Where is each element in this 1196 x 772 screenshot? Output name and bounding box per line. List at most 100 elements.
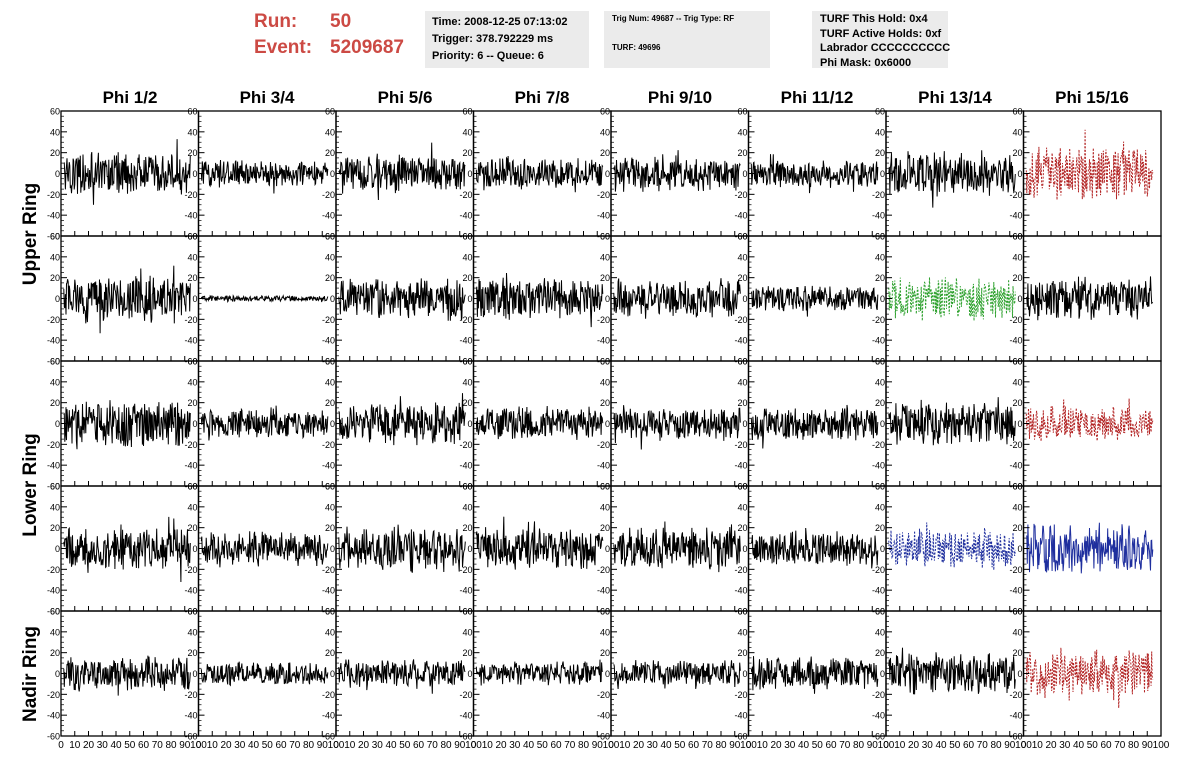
waveform-trace-r2-c3 [338, 278, 466, 321]
y-tick-label: -60 [1009, 732, 1022, 742]
x-tick-label: 100 [328, 740, 345, 751]
x-tick-label: 40 [1073, 740, 1085, 751]
x-tick-label: 80 [165, 740, 177, 751]
column-header-phi-3-4: Phi 3/4 [239, 88, 295, 107]
y-tick-label: -20 [459, 690, 472, 700]
y-tick-label: 20 [50, 148, 60, 158]
y-tick-label: -40 [1009, 461, 1022, 471]
x-tick-label: 30 [509, 740, 521, 751]
x-tick-label: 30 [647, 740, 659, 751]
waveform-trace-r5-c5 [613, 660, 741, 690]
waveform-trace-r2-c4 [475, 272, 604, 328]
waveform-trace-r3-c6 [750, 404, 879, 449]
column-header-phi-15-16: Phi 15/16 [1055, 88, 1129, 107]
y-tick-label: -60 [1009, 607, 1022, 617]
waveform-trace-r3-c3 [338, 393, 466, 446]
y-tick-label: -60 [322, 732, 335, 742]
waveform-trace-r2-c5 [613, 278, 741, 319]
y-tick-label: -20 [459, 565, 472, 575]
x-tick-label: 30 [922, 740, 934, 751]
y-tick-label: 60 [50, 232, 60, 242]
y-tick-label: -40 [184, 336, 197, 346]
y-tick-label: -40 [47, 461, 60, 471]
x-tick-label: 50 [812, 740, 824, 751]
y-tick-label: -20 [184, 690, 197, 700]
y-tick-label: 60 [50, 482, 60, 492]
y-tick-label: 40 [325, 502, 335, 512]
y-tick-label: -40 [47, 336, 60, 346]
y-tick-label: -40 [322, 211, 335, 221]
y-tick-label: -60 [597, 732, 610, 742]
x-tick-label: 80 [990, 740, 1002, 751]
x-tick-label: 40 [110, 740, 122, 751]
y-tick-label: -60 [459, 607, 472, 617]
x-tick-label: 50 [949, 740, 961, 751]
y-tick-label: 20 [600, 273, 610, 283]
y-tick-label: -20 [322, 315, 335, 325]
waveform-trace-r2-c2 [200, 294, 329, 303]
waveform-trace-r3-c4 [475, 405, 604, 440]
y-tick-label: 40 [462, 127, 472, 137]
y-tick-label: 0 [880, 419, 885, 429]
y-tick-label: 60 [462, 607, 472, 617]
y-tick-label: 20 [875, 398, 885, 408]
x-tick-label: 80 [440, 740, 452, 751]
x-tick-label: 40 [935, 740, 947, 751]
y-tick-label: 20 [50, 398, 60, 408]
y-tick-label: 20 [462, 398, 472, 408]
waveform-trace-r3-c5 [613, 405, 741, 450]
waveform-trace-r4-c2 [200, 531, 329, 568]
x-tick-label: 20 [83, 740, 95, 751]
y-tick-label: -20 [734, 190, 747, 200]
y-tick-label: -20 [1009, 565, 1022, 575]
y-tick-label: -20 [597, 440, 610, 450]
y-tick-label: 40 [325, 127, 335, 137]
y-tick-label: -60 [322, 357, 335, 367]
y-tick-label: -20 [322, 690, 335, 700]
y-tick-label: -20 [47, 440, 60, 450]
y-tick-label: -20 [184, 315, 197, 325]
y-tick-label: 40 [737, 627, 747, 637]
x-tick-label: 40 [385, 740, 397, 751]
y-tick-label: 60 [600, 232, 610, 242]
x-tick-label: 60 [550, 740, 562, 751]
y-tick-label: 40 [462, 627, 472, 637]
x-tick-label: 80 [853, 740, 865, 751]
y-tick-label: -40 [459, 586, 472, 596]
y-tick-label: 60 [462, 107, 472, 117]
y-tick-label: 0 [1017, 294, 1022, 304]
y-tick-label: 0 [55, 669, 60, 679]
y-tick-label: -40 [1009, 336, 1022, 346]
y-tick-label: 40 [875, 127, 885, 137]
y-tick-label: 0 [55, 419, 60, 429]
y-tick-label: -40 [47, 711, 60, 721]
y-tick-label: 40 [50, 502, 60, 512]
y-tick-label: -20 [597, 690, 610, 700]
waveform-trace-r3-c2 [200, 405, 329, 441]
x-tick-label: 90 [1004, 740, 1016, 751]
priority-text: Priority: 6 -- Queue: 6 [432, 50, 544, 62]
x-tick-label: 80 [715, 740, 727, 751]
turf-hold-text: TURF This Hold: 0x4 [820, 13, 928, 25]
y-tick-label: -40 [1009, 586, 1022, 596]
y-tick-label: 40 [50, 127, 60, 137]
y-tick-label: 20 [875, 273, 885, 283]
y-tick-label: -60 [47, 232, 60, 242]
y-tick-label: 0 [605, 669, 610, 679]
run-event-box: Run: 50 Event: 5209687 [254, 9, 404, 61]
x-tick-label: 70 [152, 740, 164, 751]
y-tick-label: -40 [322, 711, 335, 721]
waveform-trace-r1-c4 [475, 155, 604, 193]
trigger-text: Trigger: 378.792229 ms [432, 33, 554, 45]
y-tick-label: 20 [187, 523, 197, 533]
y-tick-label: 20 [325, 523, 335, 533]
y-tick-label: -40 [459, 461, 472, 471]
y-tick-label: -60 [734, 357, 747, 367]
y-tick-label: 20 [1012, 648, 1022, 658]
y-tick-label: 40 [462, 377, 472, 387]
x-tick-label: 60 [275, 740, 287, 751]
waveform-trace-r2-c1 [63, 265, 191, 334]
y-tick-label: 0 [330, 669, 335, 679]
y-tick-label: -20 [734, 565, 747, 575]
x-tick-label: 50 [262, 740, 274, 751]
